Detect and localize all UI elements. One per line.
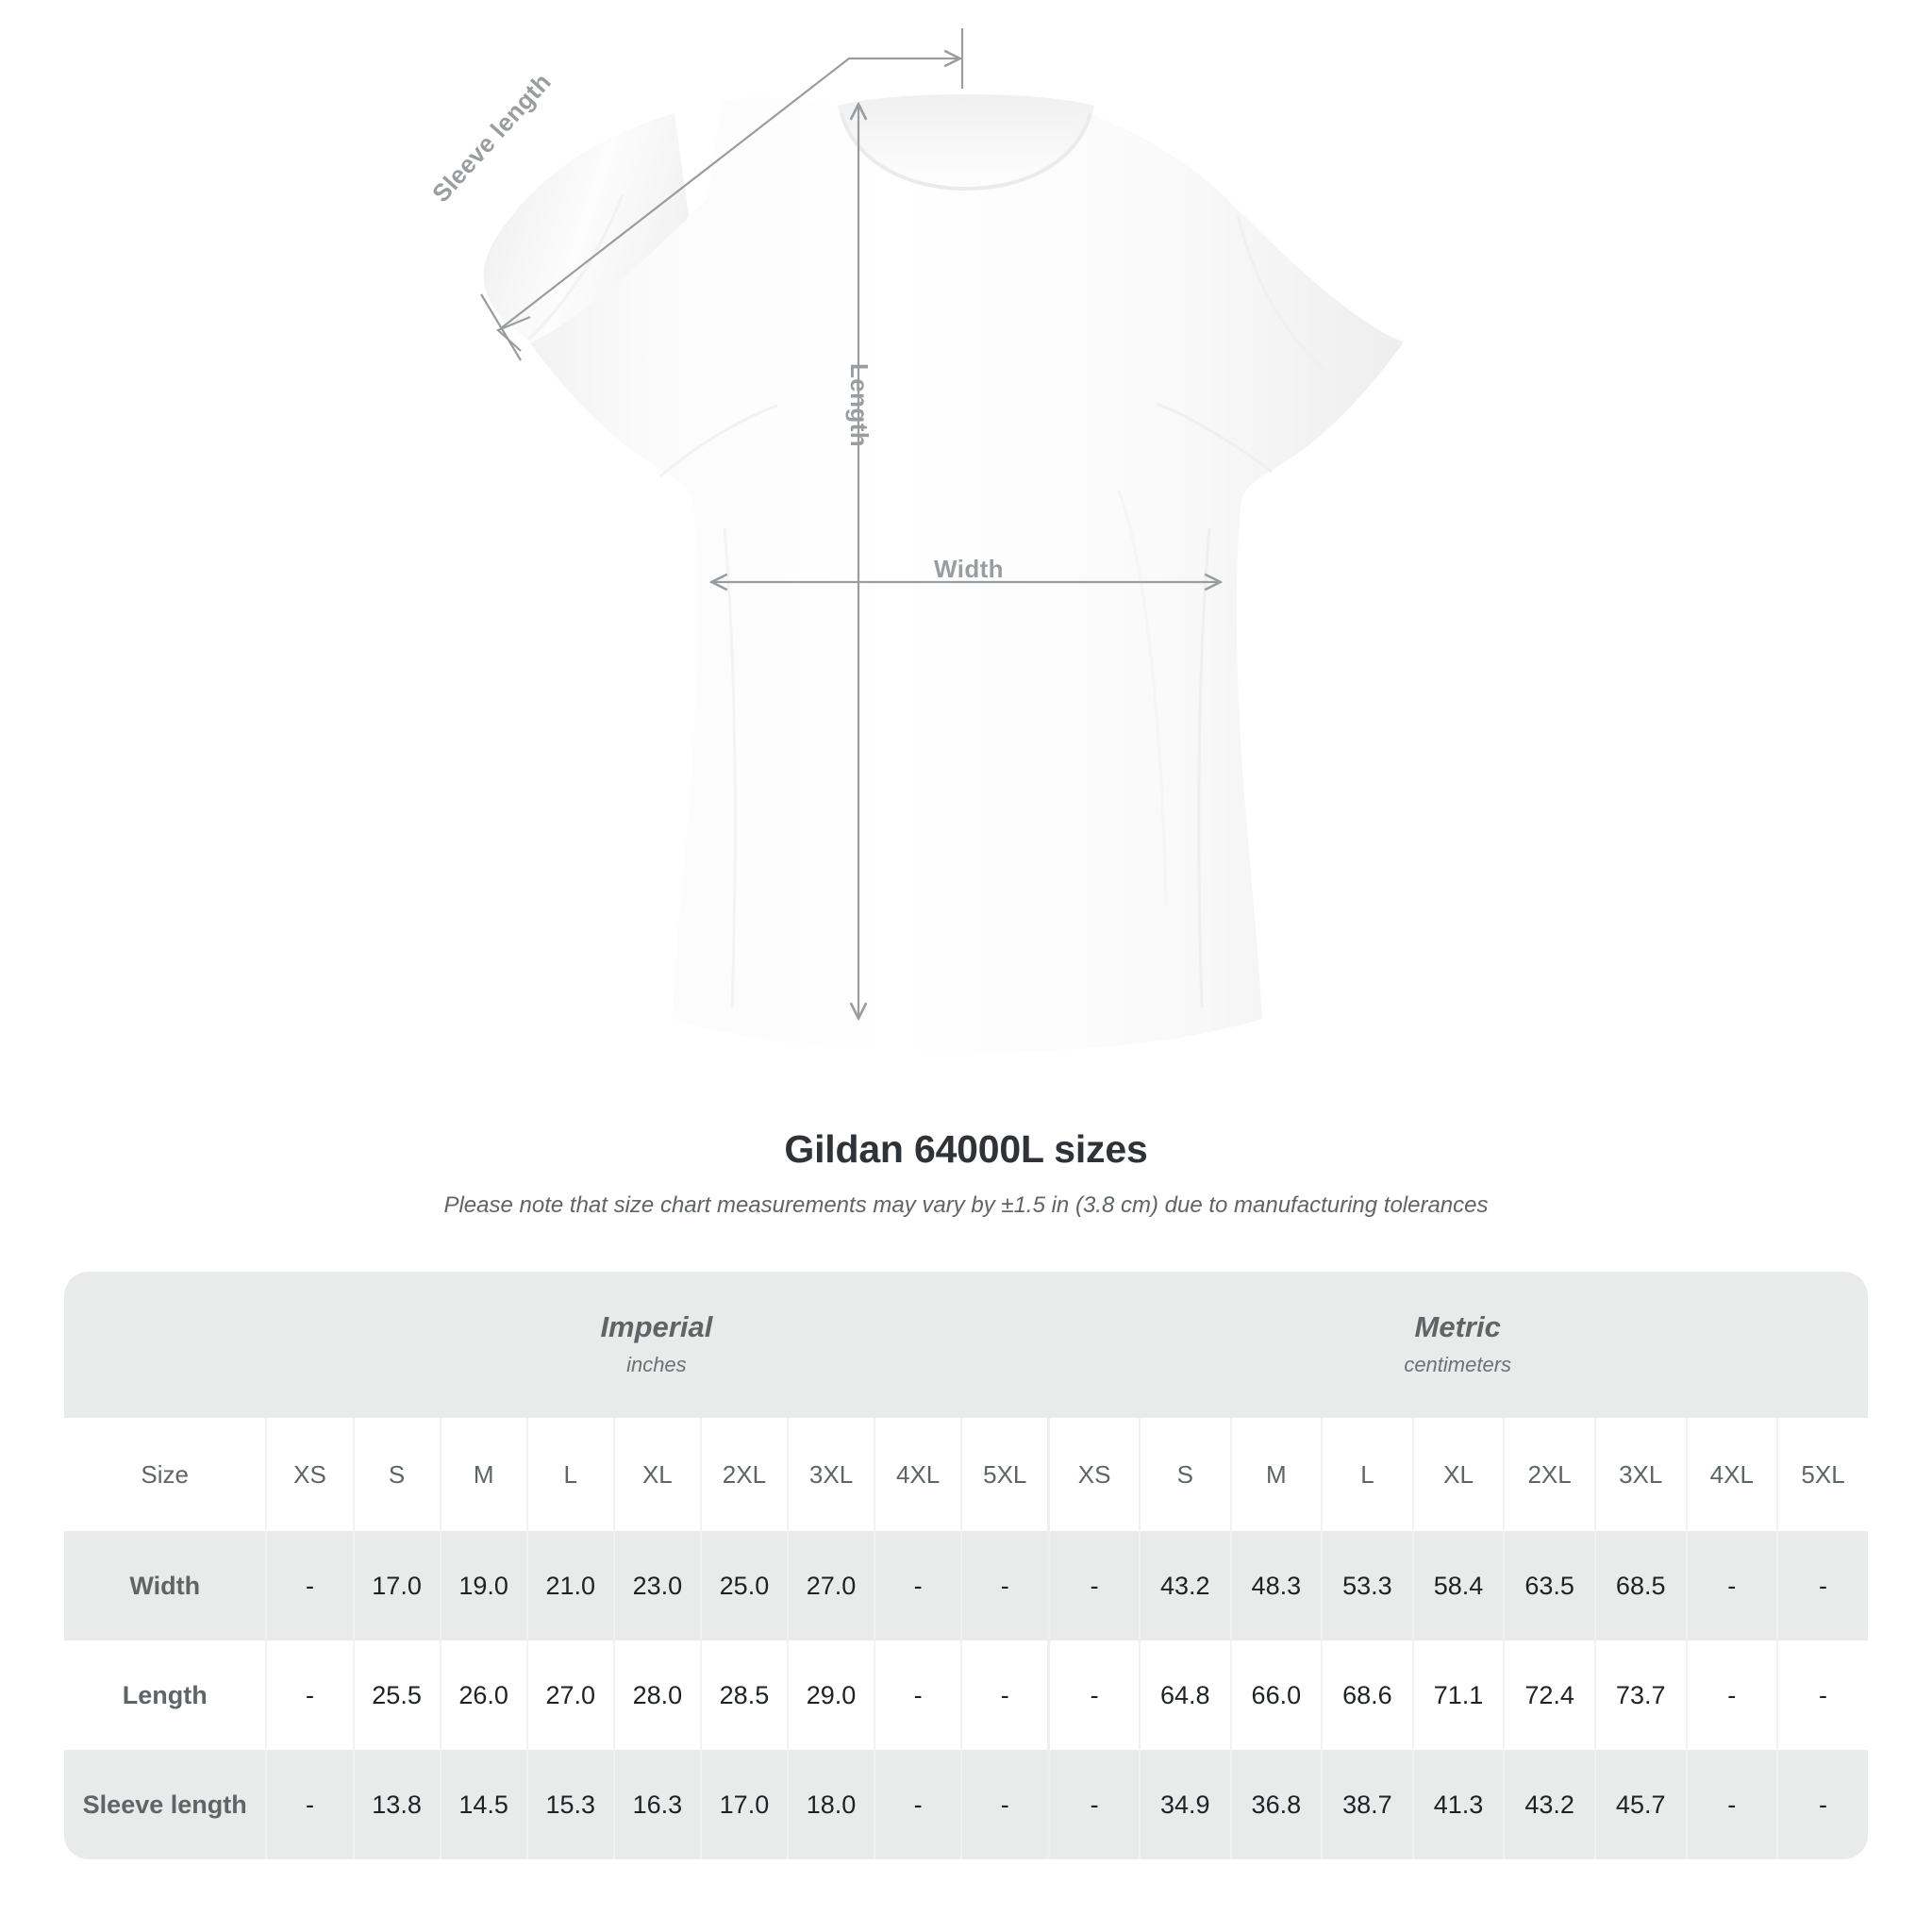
cell-sleeve-metric-xl: 41.3 [1411, 1750, 1504, 1859]
cell-sleeve-imperial-4xl: - [874, 1750, 961, 1859]
cell-width-metric-3xl: 68.5 [1593, 1531, 1686, 1641]
row-label-sleeve-length: Sleeve length [64, 1750, 266, 1859]
cell-width-imperial-xs: - [265, 1531, 353, 1641]
header-imperial-l: L [525, 1418, 613, 1531]
tolerance-note: Please note that size chart measurements… [443, 1192, 1489, 1218]
length-label: Length [845, 363, 874, 448]
cell-length-imperial-m: 26.0 [439, 1641, 526, 1750]
cell-sleeve-imperial-3xl: 18.0 [786, 1750, 874, 1859]
cell-sleeve-metric-4xl: - [1685, 1750, 1777, 1859]
cell-length-imperial-3xl: 29.0 [786, 1641, 874, 1750]
cell-sleeve-imperial-xl: 16.3 [612, 1750, 700, 1859]
header-metric-xs: XS [1047, 1418, 1139, 1531]
header-metric-xl: XL [1411, 1418, 1504, 1531]
cell-width-metric-2xl: 63.5 [1503, 1531, 1594, 1641]
header-imperial-4xl: 4XL [874, 1418, 961, 1531]
header-metric-m: M [1229, 1418, 1322, 1531]
cell-length-imperial-2xl: 28.5 [699, 1641, 787, 1750]
metric-unit-sub: centimeters [1404, 1352, 1512, 1376]
cell-width-metric-xl: 58.4 [1411, 1531, 1504, 1641]
cell-length-imperial-xl: 28.0 [612, 1641, 700, 1750]
cell-width-imperial-xl: 23.0 [612, 1531, 700, 1641]
cell-sleeve-imperial-s: 13.8 [352, 1750, 440, 1859]
cell-sleeve-metric-m: 36.8 [1229, 1750, 1322, 1859]
cell-sleeve-imperial-m: 14.5 [439, 1750, 526, 1859]
header-imperial-xl: XL [612, 1418, 700, 1531]
width-label: Width [934, 555, 1004, 583]
tshirt-illustration [480, 28, 1404, 1053]
header-imperial-2xl: 2XL [699, 1418, 787, 1531]
cell-sleeve-imperial-l: 15.3 [525, 1750, 613, 1859]
tshirt-measurement-diagram: Sleeve length Length Width [426, 28, 1404, 1053]
row-label-width: Width [64, 1531, 266, 1641]
cell-length-metric-2xl: 72.4 [1503, 1641, 1594, 1750]
cell-sleeve-metric-xs: - [1047, 1750, 1139, 1859]
cell-width-imperial-5xl: - [960, 1531, 1048, 1641]
row-label-length: Length [64, 1641, 266, 1750]
cell-length-imperial-s: 25.5 [352, 1641, 440, 1750]
size-table-container: Imperial inches Metric centimeters Size … [64, 1272, 1868, 1859]
cell-sleeve-metric-s: 34.9 [1138, 1750, 1230, 1859]
header-metric-l: L [1321, 1418, 1412, 1531]
size-chart-table: Imperial inches Metric centimeters Size … [64, 1272, 1868, 1859]
cell-width-imperial-2xl: 25.0 [699, 1531, 787, 1641]
header-metric-3xl: 3XL [1593, 1418, 1686, 1531]
imperial-unit-cell: Imperial inches [265, 1272, 1048, 1418]
cell-width-metric-s: 43.2 [1138, 1531, 1230, 1641]
cell-length-metric-5xl: - [1776, 1641, 1868, 1750]
cell-width-metric-5xl: - [1776, 1531, 1868, 1641]
header-imperial-5xl: 5XL [960, 1418, 1048, 1531]
cell-length-imperial-xs: - [265, 1641, 353, 1750]
title-block: Gildan 64000L sizes Please note that siz… [0, 1127, 1932, 1219]
table-row: Width - 17.0 19.0 21.0 23.0 25.0 27.0 - … [64, 1531, 1868, 1641]
page-title: Gildan 64000L sizes [784, 1127, 1148, 1171]
cell-length-metric-4xl: - [1685, 1641, 1777, 1750]
cell-length-metric-m: 66.0 [1229, 1641, 1322, 1750]
header-metric-2xl: 2XL [1503, 1418, 1594, 1531]
cell-sleeve-metric-2xl: 43.2 [1503, 1750, 1594, 1859]
cell-width-imperial-4xl: - [874, 1531, 961, 1641]
imperial-unit-sub: inches [626, 1352, 687, 1376]
cell-sleeve-metric-l: 38.7 [1321, 1750, 1412, 1859]
header-metric-4xl: 4XL [1685, 1418, 1777, 1531]
cell-length-metric-xl: 71.1 [1411, 1641, 1504, 1750]
cell-width-imperial-s: 17.0 [352, 1531, 440, 1641]
cell-length-metric-s: 64.8 [1138, 1641, 1230, 1750]
cell-sleeve-imperial-xs: - [265, 1750, 353, 1859]
unit-banner-row: Imperial inches Metric centimeters [64, 1272, 1868, 1418]
table-row: Sleeve length - 13.8 14.5 15.3 16.3 17.0… [64, 1750, 1868, 1859]
sleeve-length-dimension [480, 28, 964, 361]
cell-sleeve-metric-5xl: - [1776, 1750, 1868, 1859]
imperial-unit-name: Imperial [600, 1310, 713, 1344]
cell-width-metric-m: 48.3 [1229, 1531, 1322, 1641]
cell-width-metric-4xl: - [1685, 1531, 1777, 1641]
header-imperial-3xl: 3XL [786, 1418, 874, 1531]
cell-length-imperial-5xl: - [960, 1641, 1048, 1750]
cell-width-imperial-l: 21.0 [525, 1531, 613, 1641]
cell-length-metric-xs: - [1047, 1641, 1139, 1750]
header-imperial-s: S [352, 1418, 440, 1531]
header-metric-s: S [1138, 1418, 1230, 1531]
metric-unit-cell: Metric centimeters [1047, 1272, 1868, 1418]
cell-sleeve-imperial-5xl: - [960, 1750, 1048, 1859]
cell-width-imperial-3xl: 27.0 [786, 1531, 874, 1641]
cell-length-imperial-4xl: - [874, 1641, 961, 1750]
cell-width-metric-l: 53.3 [1321, 1531, 1412, 1641]
table-row: Length - 25.5 26.0 27.0 28.0 28.5 29.0 -… [64, 1641, 1868, 1750]
cell-length-metric-3xl: 73.7 [1593, 1641, 1686, 1750]
unit-spacer-cell [64, 1272, 266, 1418]
cell-sleeve-metric-3xl: 45.7 [1593, 1750, 1686, 1859]
metric-unit-name: Metric [1414, 1310, 1501, 1344]
size-header-row: Size XS S M L XL 2XL 3XL 4XL 5XL XS S M … [64, 1418, 1868, 1531]
cell-width-imperial-m: 19.0 [439, 1531, 526, 1641]
cell-length-imperial-l: 27.0 [525, 1641, 613, 1750]
header-imperial-m: M [439, 1418, 526, 1531]
cell-sleeve-imperial-2xl: 17.0 [699, 1750, 787, 1859]
size-header-label: Size [64, 1418, 266, 1531]
header-imperial-xs: XS [265, 1418, 353, 1531]
header-metric-5xl: 5XL [1776, 1418, 1868, 1531]
cell-length-metric-l: 68.6 [1321, 1641, 1412, 1750]
cell-width-metric-xs: - [1047, 1531, 1139, 1641]
